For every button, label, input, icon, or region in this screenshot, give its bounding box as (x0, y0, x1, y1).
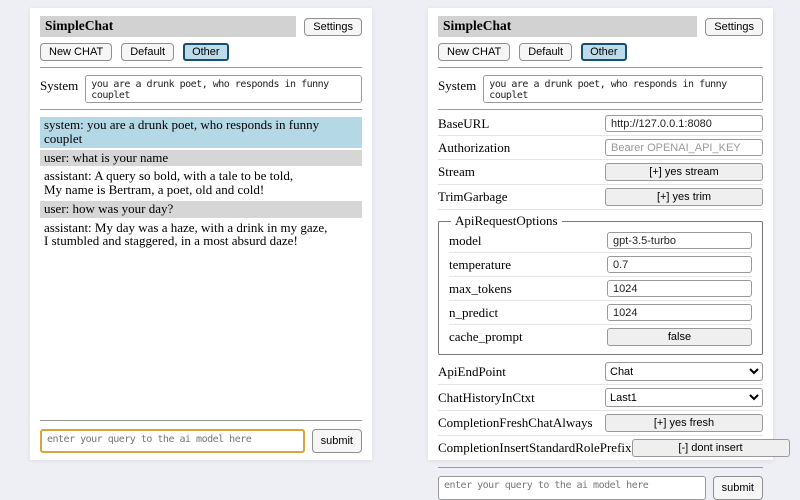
baseurl-input[interactable] (605, 115, 763, 132)
cache-prompt-label: cache_prompt (449, 329, 523, 344)
setting-row-chat-history: ChatHistoryInCtxt Last1 (438, 385, 763, 411)
model-input[interactable] (607, 232, 752, 249)
system-prompt-row: System you are a drunk poet, who respond… (438, 75, 763, 103)
session-tab-other[interactable]: Other (581, 43, 627, 61)
cache-prompt-toggle-button[interactable]: false (607, 328, 752, 346)
chat-history-label: ChatHistoryInCtxt (438, 389, 535, 405)
session-tab-other[interactable]: Other (183, 43, 229, 61)
app-title: SimpleChat (438, 16, 698, 37)
max-tokens-input[interactable] (607, 280, 752, 297)
submit-button[interactable]: submit (311, 429, 362, 453)
completion-insert-toggle-button[interactable]: [-] dont insert (631, 439, 790, 457)
trimgarbage-label: TrimGarbage (438, 189, 508, 204)
setting-row-max-tokens: max_tokens (449, 277, 752, 301)
setting-row-trimgarbage: TrimGarbage [+] yes trim (438, 185, 763, 210)
setting-row-baseurl: BaseURL (438, 112, 763, 136)
temperature-input[interactable] (607, 256, 752, 273)
settings-button[interactable]: Settings (705, 17, 763, 36)
api-endpoint-select[interactable]: Chat (605, 362, 763, 381)
setting-row-completion-insert: CompletionInsertStandardRolePrefix [-] d… (438, 436, 790, 461)
session-tab-default[interactable]: Default (519, 43, 573, 61)
model-label: model (449, 232, 482, 248)
chat-panel: SimpleChat Settings New CHAT Default Oth… (30, 8, 372, 460)
settings-list: BaseURL Authorization Stream [+] yes str… (438, 112, 790, 461)
system-prompt-input[interactable]: you are a drunk poet, who responds in fu… (85, 75, 362, 103)
titlebar-row: SimpleChat Settings (40, 16, 362, 37)
max-tokens-label: max_tokens (449, 280, 512, 296)
trimgarbage-toggle-button[interactable]: [+] yes trim (605, 188, 763, 206)
system-prompt-row: System you are a drunk poet, who respond… (40, 75, 362, 103)
system-label: System (40, 78, 79, 93)
completion-insert-label: CompletionInsertStandardRolePrefix (438, 440, 632, 455)
setting-row-n-predict: n_predict (449, 301, 752, 325)
setting-row-completion-fresh: CompletionFreshChatAlways [+] yes fresh (438, 411, 763, 436)
stream-toggle-button[interactable]: [+] yes stream (605, 163, 763, 181)
divider (438, 467, 763, 468)
authorization-label: Authorization (438, 139, 511, 155)
baseurl-label: BaseURL (438, 115, 490, 131)
stream-label: Stream (438, 164, 475, 179)
setting-row-api-endpoint: ApiEndPoint Chat (438, 359, 763, 385)
api-endpoint-label: ApiEndPoint (438, 363, 506, 379)
new-chat-button[interactable]: New CHAT (40, 43, 113, 61)
session-tab-default[interactable]: Default (121, 43, 175, 61)
session-toolbar: New CHAT Default Other (40, 43, 362, 61)
divider (40, 67, 362, 68)
chat-message-system: system: you are a drunk poet, who respon… (40, 117, 362, 148)
query-row: submit (40, 429, 362, 453)
app-title: SimpleChat (40, 16, 297, 37)
divider (438, 109, 763, 110)
authorization-input[interactable] (605, 139, 763, 156)
divider (40, 109, 362, 110)
completion-fresh-label: CompletionFreshChatAlways (438, 415, 593, 430)
new-chat-button[interactable]: New CHAT (438, 43, 511, 61)
system-prompt-input[interactable]: you are a drunk poet, who responds in fu… (483, 75, 763, 103)
api-request-options-group: ApiRequestOptions model temperature max_… (438, 213, 763, 355)
setting-row-cache-prompt: cache_prompt false (449, 325, 752, 349)
settings-panel: SimpleChat Settings New CHAT Default Oth… (428, 8, 790, 500)
setting-row-authorization: Authorization (438, 136, 763, 160)
setting-row-stream: Stream [+] yes stream (438, 160, 763, 185)
n-predict-label: n_predict (449, 304, 499, 320)
titlebar-row: SimpleChat Settings (438, 16, 763, 37)
query-input[interactable] (40, 429, 305, 453)
chat-message-assistant: assistant: A query so bold, with a tale … (40, 168, 362, 199)
session-toolbar: New CHAT Default Other (438, 43, 763, 61)
divider (438, 67, 763, 68)
setting-row-model: model (449, 229, 752, 253)
chat-log: system: you are a drunk poet, who respon… (40, 117, 362, 414)
temperature-label: temperature (449, 256, 512, 272)
chat-message-assistant: assistant: My day was a haze, with a dri… (40, 219, 362, 251)
setting-row-temperature: temperature (449, 253, 752, 277)
n-predict-input[interactable] (607, 304, 752, 321)
divider (40, 420, 362, 421)
completion-fresh-toggle-button[interactable]: [+] yes fresh (605, 414, 763, 432)
chat-message-user: user: how was your day? (40, 200, 362, 218)
chat-history-select[interactable]: Last1 (605, 388, 763, 407)
chat-message-user: user: what is your name (40, 149, 362, 167)
settings-button[interactable]: Settings (304, 17, 362, 36)
api-request-options-legend: ApiRequestOptions (455, 213, 558, 228)
system-label: System (438, 78, 477, 93)
